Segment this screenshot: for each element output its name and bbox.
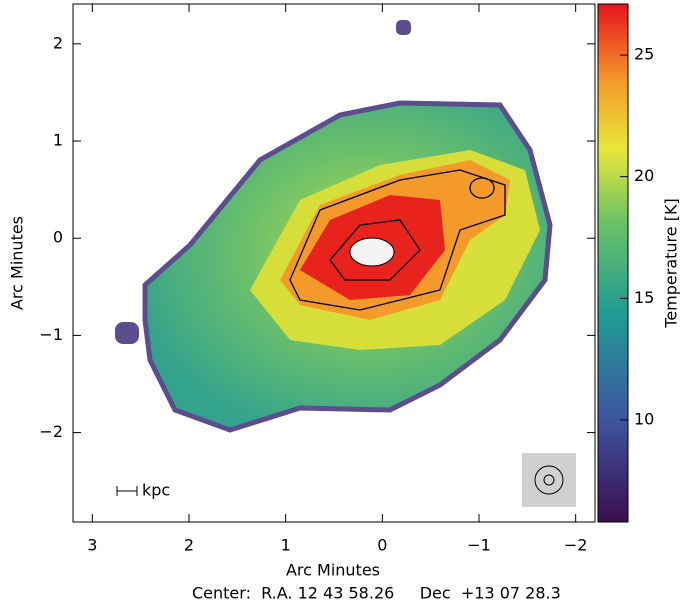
- beam: [534, 465, 564, 495]
- colorbar: [597, 3, 629, 523]
- x-tick-label: 1: [281, 536, 291, 555]
- beam-core: [543, 474, 555, 486]
- beam-box: [522, 453, 576, 507]
- x-tick-label: 2: [184, 536, 194, 555]
- scale-bar: [116, 486, 138, 496]
- colorbar-tick-label: 10: [634, 409, 654, 428]
- x-axis-label: Arc Minutes: [286, 561, 380, 580]
- x-tick-label: 0: [377, 536, 387, 555]
- colorbar-tick-label: 25: [634, 45, 654, 64]
- map: [115, 20, 553, 433]
- footer: Center: R.A. 12 43 58.26 Dec +13 07 28.3: [192, 584, 561, 603]
- x-tick-label: 3: [87, 536, 97, 555]
- colorbar-label: Temperature [K]: [662, 198, 681, 328]
- y-tick-label: 2: [53, 33, 63, 52]
- y-tick-label: −2: [39, 422, 63, 441]
- colorbar-tick-label: 15: [634, 288, 654, 307]
- y-tick-label: 1: [53, 131, 63, 150]
- colorbar-tick-label: 20: [634, 166, 654, 185]
- x-tick-label: −1: [467, 536, 491, 555]
- plot-frame: [72, 3, 596, 523]
- y-tick-label: 0: [53, 228, 63, 247]
- y-tick-label: −1: [39, 325, 63, 344]
- scale-bar-label: kpc: [142, 481, 170, 500]
- x-tick-label: −2: [564, 536, 588, 555]
- y-axis-label: Arc Minutes: [8, 216, 27, 310]
